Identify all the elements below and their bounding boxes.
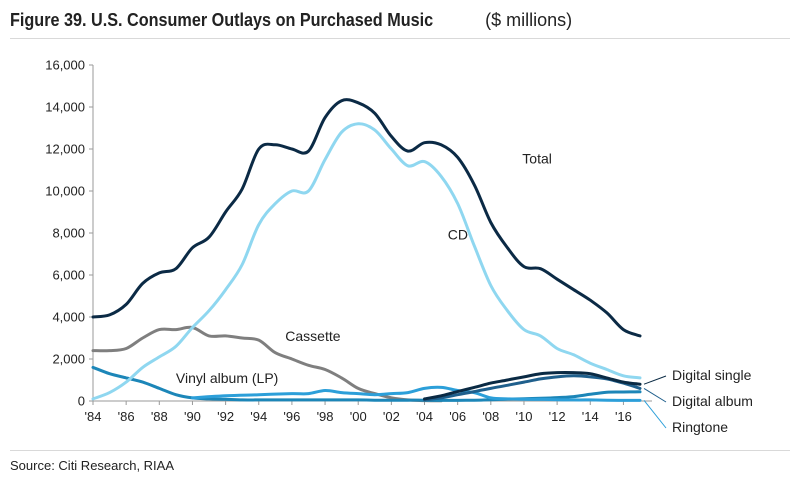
source-note: Source: Citi Research, RIAA [10,458,175,473]
series-line-total [91,98,642,338]
x-tick-label: '98 [317,409,334,424]
series-leader-ringtone [643,400,667,429]
chart-title-unit: ($ millions) [485,10,573,30]
y-tick-label: 0 [78,394,85,409]
y-tick-label: 6,000 [52,268,85,283]
series-label-cassette: Cassette [285,328,340,344]
x-tick-label: '06 [449,409,466,424]
x-tick-label: '96 [283,409,300,424]
series-label-total: Total [522,151,552,167]
series-line-vinyl-album-lp [91,365,642,402]
x-tick-label: '94 [250,409,267,424]
series-label-vinyl-album-lp: Vinyl album (LP) [176,370,278,386]
chart-series [91,98,642,403]
y-tick-label: 8,000 [52,226,85,241]
y-tick-label: 2,000 [52,352,85,367]
x-tick-label: '88 [151,409,168,424]
y-tick-label: 10,000 [45,184,85,199]
series-label-digital-single: Digital single [672,367,752,383]
series-label-ringtone: Ringtone [672,419,728,435]
x-tick-label: '16 [615,409,632,424]
x-tick-label: '92 [217,409,234,424]
title-divider [10,38,790,39]
y-tick-label: 16,000 [45,58,85,73]
series-line-cd [91,122,642,401]
series-line-ringtone [191,385,642,402]
x-tick-label: '86 [118,409,135,424]
series-leader-digital-single [643,375,667,385]
x-tick-label: '10 [515,409,532,424]
x-tick-label: '84 [85,409,102,424]
series-label-cd: CD [448,226,468,242]
series-label-digital-album: Digital album [672,393,753,409]
series-leader-digital-album [643,387,667,403]
x-tick-label: '02 [383,409,400,424]
x-tick-label: '08 [482,409,499,424]
x-tick-label: '14 [582,409,599,424]
y-tick-label: 12,000 [45,142,85,157]
chart-title: Figure 39. U.S. Consumer Outlays on Purc… [10,6,790,34]
chart-series-labels: Cassette Vinyl album (LP) Ringtone Digital … [176,151,753,435]
chart-title-main: Figure 39. U.S. Consumer Outlays on Purc… [10,10,434,30]
x-tick-label: '90 [184,409,201,424]
source-divider [10,450,790,451]
series-line-digital-single [423,371,642,401]
x-tick-label: '00 [350,409,367,424]
x-tick-label: '12 [549,409,566,424]
line-chart: 0 2,000 4,000 6,000 8,000 10,000 12,000 14,000 1… [45,58,753,436]
y-tick-label: 4,000 [52,310,85,325]
series-line-cassette [91,325,443,403]
x-tick-label: '04 [416,409,433,424]
chart-axes: 0 2,000 4,000 6,000 8,000 10,000 12,000 14,000 1… [45,58,652,424]
y-tick-label: 14,000 [45,100,85,115]
